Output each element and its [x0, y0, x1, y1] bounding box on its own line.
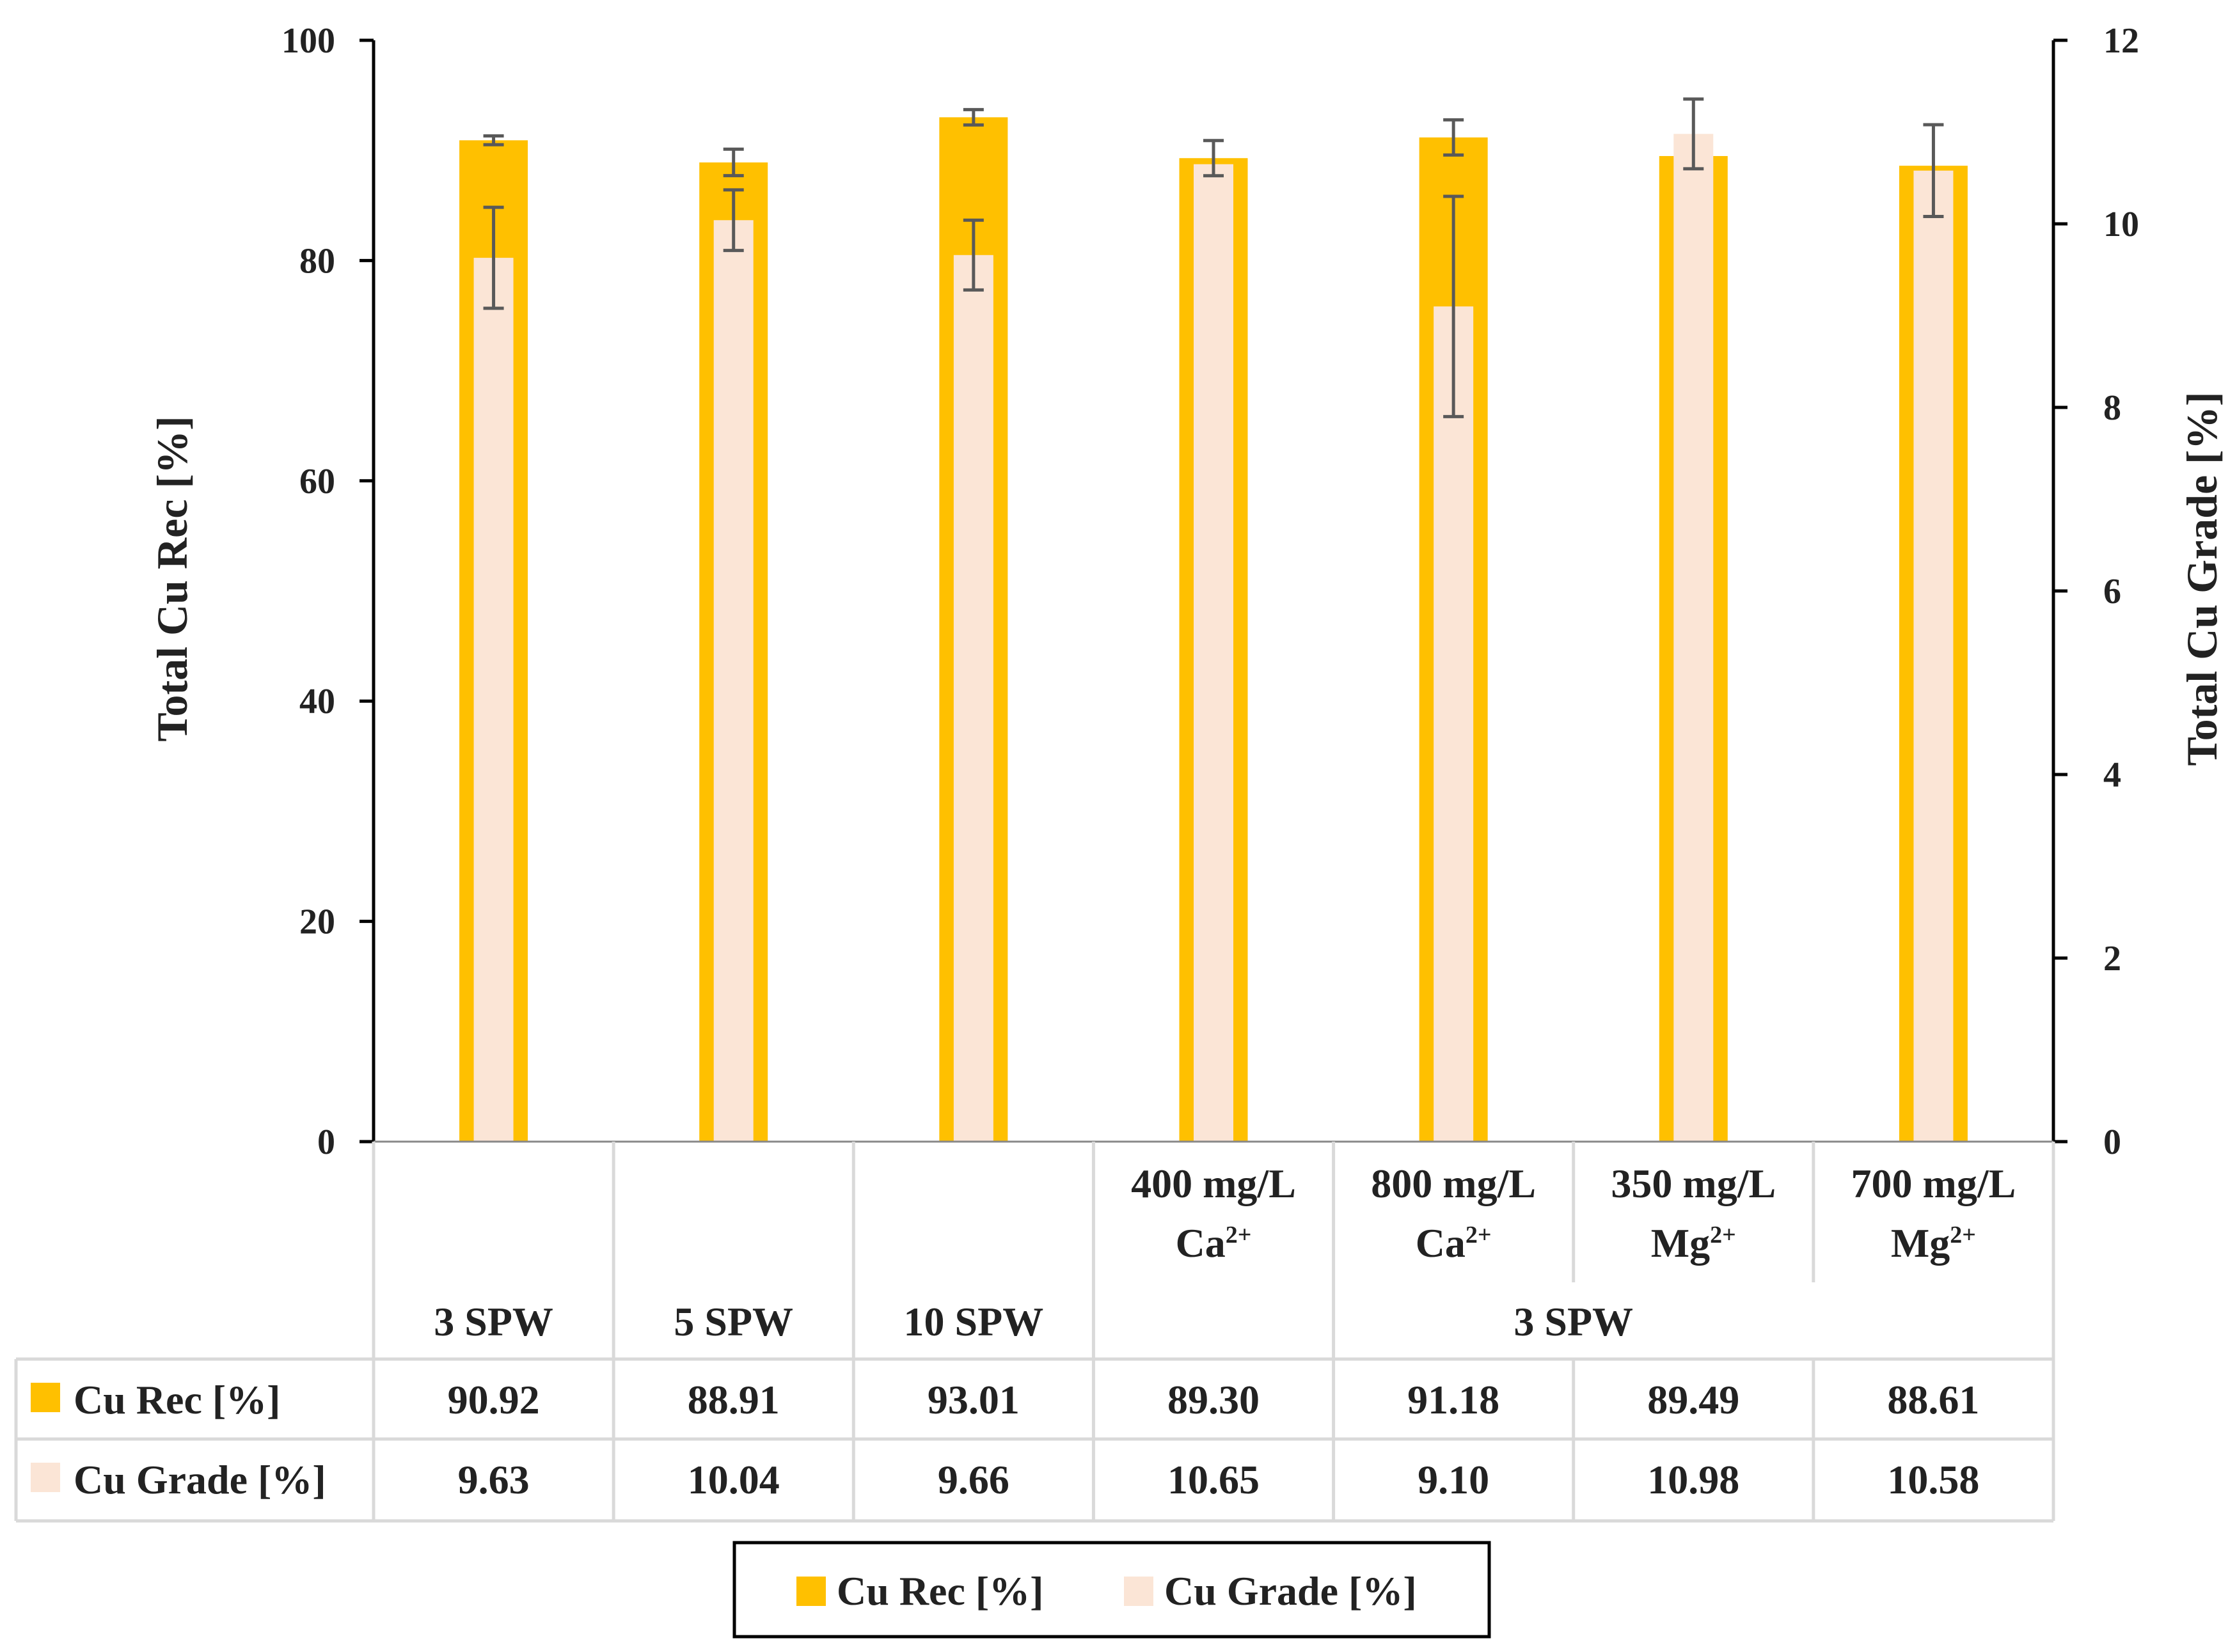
data-label-cu-grade: 10.98: [1647, 1457, 1739, 1502]
bar-cu-grade: [1434, 306, 1474, 1142]
data-label-cu-grade: 9.10: [1418, 1457, 1489, 1502]
category-label-line2: Ca2+: [1176, 1220, 1252, 1266]
category-label-line1: 700 mg/L: [1851, 1161, 2016, 1206]
y-axis-title-right: Total Cu Grade [%]: [2178, 392, 2226, 766]
error-bar-cu-rec: [1203, 139, 1224, 178]
ion-charge: 2+: [1950, 1222, 1976, 1248]
category-label-line1: 800 mg/L: [1371, 1161, 1536, 1206]
bar-cu-grade: [1194, 164, 1233, 1142]
ion-symbol: Mg: [1651, 1220, 1710, 1266]
y-tick-label-left: 40: [299, 682, 335, 721]
data-label-cu-grade: 10.04: [688, 1457, 780, 1502]
error-bar-cu-rec: [1443, 118, 1464, 157]
data-label-cu-rec: 91.18: [1407, 1377, 1499, 1422]
error-bar-cu-grade: [723, 188, 744, 253]
data-label-cu-rec: 93.01: [928, 1377, 1020, 1422]
bar-cu-grade: [953, 255, 993, 1142]
bar-cu-grade: [1673, 134, 1714, 1142]
data-label-cu-grade: 10.65: [1167, 1457, 1260, 1502]
y-tick-label-left: 0: [317, 1122, 335, 1162]
ion-charge: 2+: [1226, 1222, 1252, 1248]
row-header-label: Cu Rec [%]: [74, 1377, 280, 1422]
category-label-line1: 350 mg/L: [1611, 1161, 1776, 1206]
error-bar-cu-rec: [723, 147, 744, 178]
error-bar-cu-grade: [1923, 123, 1944, 219]
data-label-cu-rec: 88.61: [1887, 1377, 1979, 1422]
group-label: 5 SPW: [674, 1299, 793, 1344]
data-label-cu-grade: 9.66: [938, 1457, 1009, 1502]
y-tick-label-right: 12: [2103, 21, 2139, 61]
ion-symbol: Ca: [1416, 1220, 1466, 1266]
data-label-cu-grade: 9.63: [458, 1457, 530, 1502]
bar-cu-grade: [1913, 170, 1954, 1142]
ion-symbol: Mg: [1891, 1220, 1950, 1266]
legend-key-swatch: [31, 1463, 60, 1492]
category-label-line2: Ca2+: [1416, 1220, 1492, 1266]
data-label-cu-rec: 90.92: [448, 1377, 540, 1422]
group-label: 10 SPW: [904, 1299, 1044, 1344]
group-label: 3 SPW: [434, 1299, 553, 1344]
ion-charge: 2+: [1710, 1222, 1736, 1248]
y-tick-label-right: 6: [2103, 572, 2121, 611]
category-label-line1: 400 mg/L: [1131, 1161, 1296, 1206]
error-bar-cu-rec: [963, 107, 984, 127]
legend-label-cu-rec: Cu Rec [%]: [837, 1568, 1043, 1614]
error-bar-cu-grade: [1443, 194, 1464, 418]
data-label-cu-grade: 10.58: [1887, 1457, 1979, 1502]
error-bar-cu-grade: [963, 218, 984, 292]
legend-box: [732, 1541, 1491, 1639]
data-label-cu-rec: 89.49: [1647, 1377, 1739, 1422]
data-label-cu-rec: 89.30: [1167, 1377, 1260, 1422]
error-bar-cu-grade: [1683, 97, 1704, 171]
data-label-cu-rec: 88.91: [688, 1377, 780, 1422]
legend-label-cu-grade: Cu Grade [%]: [1164, 1568, 1417, 1614]
y-tick-label-right: 0: [2103, 1122, 2121, 1162]
error-bar-cu-grade: [483, 205, 504, 310]
group-label: 3 SPW: [1514, 1299, 1633, 1344]
legend-swatch-cu-rec: [796, 1577, 826, 1606]
y-tick-label-left: 20: [299, 902, 335, 942]
error-bar-cu-rec: [483, 134, 504, 146]
y-axis-title-left: Total Cu Rec [%]: [148, 416, 196, 741]
y-tick-label-right: 8: [2103, 388, 2121, 428]
legend-swatch-cu-grade: [1124, 1577, 1153, 1606]
legend-key-swatch: [31, 1383, 60, 1412]
ion-charge: 2+: [1466, 1222, 1492, 1248]
y-tick-label-left: 60: [299, 462, 335, 501]
category-label-line2: Mg2+: [1891, 1220, 1976, 1266]
y-tick-label-right: 4: [2103, 755, 2121, 795]
bar-cu-grade: [713, 220, 754, 1142]
ion-symbol: Ca: [1176, 1220, 1226, 1266]
row-header-label: Cu Grade [%]: [74, 1457, 326, 1502]
y-tick-label-right: 2: [2103, 939, 2121, 979]
bar-cu-grade: [473, 258, 514, 1142]
y-tick-label-left: 80: [299, 241, 335, 281]
y-tick-label-left: 100: [281, 21, 335, 61]
y-tick-label-right: 10: [2103, 205, 2139, 244]
category-label-line2: Mg2+: [1651, 1220, 1736, 1266]
